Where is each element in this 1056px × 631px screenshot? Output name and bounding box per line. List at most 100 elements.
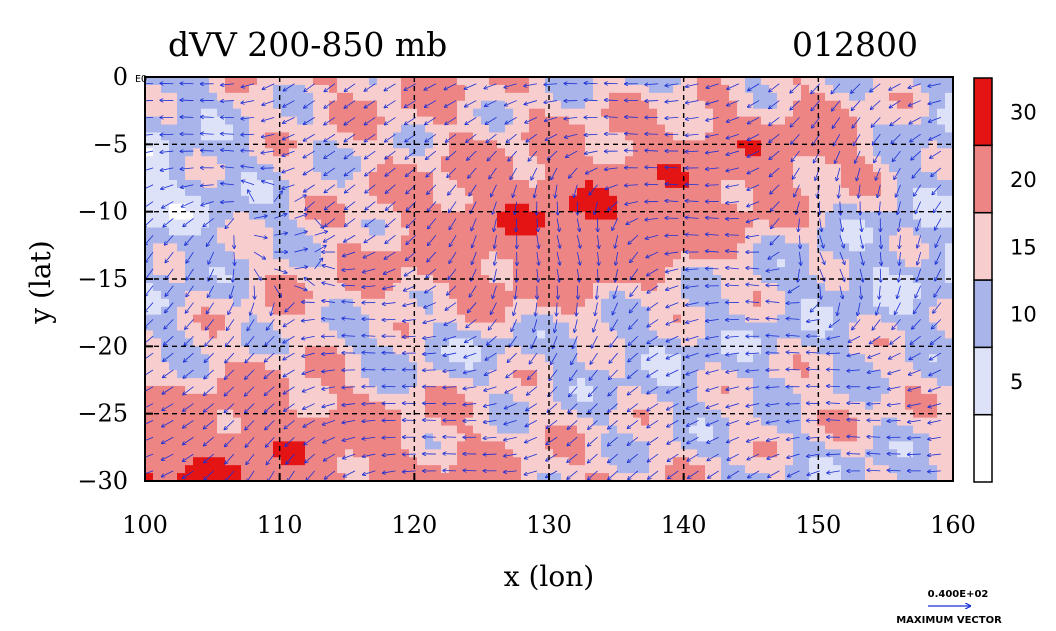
field-cell: [217, 251, 226, 260]
field-cell: [249, 385, 258, 395]
field-cell: [161, 298, 170, 308]
field-cell: [225, 378, 234, 387]
field-cell: [433, 77, 442, 86]
field-cell: [417, 393, 426, 403]
field-cell: [409, 100, 418, 110]
field-cell: [873, 156, 882, 165]
field-cell: [673, 195, 682, 205]
field-cell: [321, 433, 330, 442]
field-cell: [297, 385, 306, 395]
field-cell: [785, 235, 794, 244]
field-cell: [649, 290, 658, 300]
field-cell: [161, 100, 170, 110]
field-cell: [609, 124, 618, 134]
field-cell: [441, 425, 450, 435]
field-cell: [177, 306, 186, 316]
field-cell: [177, 282, 186, 292]
field-cell: [273, 465, 282, 474]
field-cell: [833, 251, 842, 260]
field-cell: [521, 92, 530, 102]
field-cell: [265, 298, 274, 308]
field-cell: [793, 211, 802, 221]
field-cell: [937, 243, 946, 252]
field-cell: [833, 219, 842, 229]
field-cell: [593, 370, 602, 379]
field-cell: [321, 116, 330, 126]
field-cell: [185, 449, 194, 458]
field-cell: [217, 267, 226, 276]
field-cell: [553, 385, 562, 395]
field-cell: [433, 227, 442, 237]
field-cell: [721, 251, 730, 260]
field-cell: [537, 251, 546, 260]
field-cell: [721, 100, 730, 110]
field-cell: [833, 92, 842, 102]
field-cell: [729, 195, 738, 205]
field-cell: [817, 282, 826, 292]
field-cell: [601, 370, 610, 379]
field-cell: [345, 219, 354, 229]
field-cell: [273, 124, 282, 134]
field-cell: [601, 330, 610, 340]
field-cell: [449, 116, 458, 126]
field-cell: [665, 211, 674, 221]
field-cell: [249, 187, 258, 197]
field-cell: [577, 370, 586, 379]
field-cell: [433, 108, 442, 118]
field-cell: [737, 108, 746, 118]
field-cell: [289, 457, 298, 466]
field-cell: [633, 140, 642, 149]
field-cell: [417, 243, 426, 252]
field-cell: [345, 203, 354, 213]
field-cell: [889, 393, 898, 403]
field-cell: [785, 330, 794, 340]
field-cell: [265, 306, 274, 316]
field-cell: [561, 203, 570, 213]
field-cell: [329, 164, 338, 173]
field-cell: [529, 449, 538, 458]
field-cell: [473, 378, 482, 387]
field-cell: [601, 148, 610, 157]
field-cell: [897, 227, 906, 237]
field-cell: [337, 385, 346, 395]
field-cell: [449, 92, 458, 102]
field-cell: [233, 401, 242, 411]
field-cell: [145, 108, 154, 118]
field-cell: [481, 148, 490, 157]
field-cell: [881, 282, 890, 292]
field-cell: [193, 346, 202, 355]
field-cell: [945, 401, 953, 411]
field-cell: [921, 306, 930, 316]
field-cell: [561, 259, 570, 268]
field-cell: [585, 306, 594, 316]
field-cell: [945, 425, 953, 435]
field-cell: [345, 187, 354, 197]
field-cell: [657, 362, 666, 371]
field-cell: [353, 100, 362, 110]
field-cell: [209, 322, 218, 332]
field-cell: [393, 179, 402, 189]
field-cell: [801, 172, 810, 181]
field-cell: [497, 417, 506, 427]
field-cell: [801, 84, 810, 94]
field-cell: [689, 227, 698, 237]
field-cell: [201, 100, 210, 110]
field-cell: [833, 441, 842, 450]
field-cell: [241, 219, 250, 229]
field-cell: [641, 164, 650, 173]
field-cell: [505, 298, 514, 308]
field-cell: [177, 457, 186, 466]
field-cell: [369, 116, 378, 126]
field-cell: [865, 306, 874, 316]
field-cell: [305, 306, 314, 316]
field-cell: [921, 148, 930, 157]
field-cell: [729, 346, 738, 355]
field-cell: [217, 132, 226, 141]
field-cell: [369, 393, 378, 403]
field-cell: [833, 100, 842, 110]
field-cell: [417, 362, 426, 371]
field-cell: [361, 108, 370, 118]
field-cell: [641, 378, 650, 387]
field-cell: [913, 346, 922, 355]
field-cell: [889, 417, 898, 427]
